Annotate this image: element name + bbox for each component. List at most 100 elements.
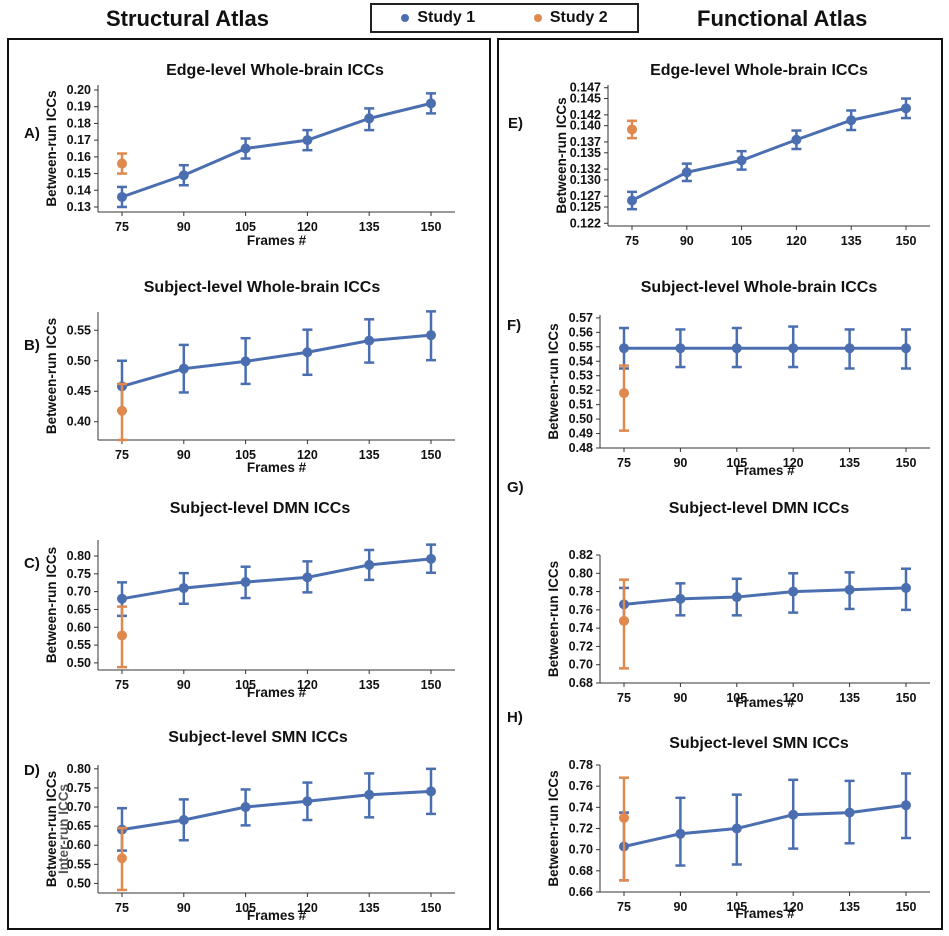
- data-point-study-1-g: [675, 593, 686, 604]
- y-axis-label-f: Between-run ICCs: [546, 323, 561, 439]
- x-tick-label-c: 105: [235, 678, 256, 692]
- legend-label: Study 1: [417, 9, 476, 26]
- data-point-study-2-h: [619, 812, 629, 823]
- data-point-study-1-a: [240, 143, 251, 154]
- x-axis-label-f: Frames #: [735, 463, 795, 478]
- x-tick-label-d: 120: [297, 901, 318, 915]
- y-tick-label-b: 0.45: [67, 384, 91, 398]
- data-point-study-1-d: [302, 796, 313, 807]
- y-tick-label-h: 0.74: [569, 800, 593, 814]
- y-tick-label-b: 0.50: [67, 354, 91, 368]
- data-point-study-1-a: [178, 170, 189, 181]
- data-point-study-2-e: [627, 124, 637, 135]
- chart-title-b: Subject-level Whole-brain ICCs: [144, 279, 381, 296]
- data-point-study-1-h: [675, 828, 686, 839]
- y-axis-label-c: Between-run ICCs: [44, 547, 59, 663]
- series-line-study-1-e: [631, 106, 907, 202]
- y-tick-label-h: 0.66: [569, 885, 593, 899]
- y-tick-label-a: 0.18: [67, 116, 91, 130]
- data-point-study-1-f: [731, 343, 742, 354]
- y-tick-label-c: 0.65: [67, 602, 91, 616]
- data-point-study-1-c: [240, 577, 251, 588]
- y-tick-label-a: 0.16: [67, 150, 91, 164]
- data-point-study-1-e: [736, 155, 747, 166]
- y-axis-label-d: Between-run ICCs: [44, 771, 59, 887]
- panel-label-a: A): [24, 125, 40, 142]
- legend-dot-icon: [533, 14, 542, 22]
- data-point-study-1-c: [117, 593, 127, 604]
- data-point-study-1-e: [627, 195, 637, 206]
- panel-label-c: C): [24, 555, 40, 572]
- chart-title-c: Subject-level DMN ICCs: [170, 500, 351, 517]
- x-tick-label-a: 150: [421, 220, 442, 234]
- data-point-study-1-g: [901, 582, 911, 593]
- data-point-study-1-d: [240, 802, 251, 813]
- y-axis-label-e: Between-run ICCs: [554, 97, 569, 213]
- x-tick-label-b: 90: [177, 448, 191, 462]
- data-point-study-1-a: [302, 135, 313, 146]
- data-point-study-1-g: [731, 592, 742, 603]
- series-line-study-1-b: [121, 333, 432, 388]
- y-tick-label-f: 0.52: [569, 383, 593, 397]
- y-tick-label-f: 0.51: [569, 398, 593, 412]
- y-tick-label-e: 0.145: [570, 92, 601, 106]
- data-point-study-1-c: [364, 559, 375, 570]
- chart-title-a: Edge-level Whole-brain ICCs: [166, 62, 384, 79]
- y-tick-label-g: 0.76: [569, 603, 593, 617]
- y-tick-label-h: 0.76: [569, 779, 593, 793]
- data-point-study-2-c: [117, 630, 127, 641]
- y-tick-label-g: 0.74: [569, 621, 593, 635]
- x-tick-label-a: 105: [235, 220, 256, 234]
- panel-label-e: E): [508, 115, 523, 132]
- data-point-study-1-d: [364, 789, 375, 800]
- data-point-study-1-a: [426, 98, 436, 109]
- x-tick-label-f: 120: [783, 456, 804, 470]
- data-point-study-1-h: [731, 823, 742, 834]
- x-tick-label-g: 120: [783, 691, 804, 705]
- data-point-study-1-f: [901, 343, 911, 354]
- legend-item-study-1: Study 1: [401, 9, 475, 27]
- series-line-study-1-a: [121, 101, 432, 199]
- x-tick-label-c: 75: [115, 678, 129, 692]
- x-tick-label-f: 90: [673, 456, 687, 470]
- x-tick-label-h: 105: [726, 900, 747, 914]
- y-tick-label-c: 0.70: [67, 585, 91, 599]
- y-tick-label-e: 0.142: [570, 108, 601, 122]
- x-tick-label-e: 75: [625, 234, 639, 248]
- x-tick-label-e: 150: [896, 234, 917, 248]
- x-tick-label-a: 135: [359, 220, 380, 234]
- data-point-study-1-h: [788, 809, 799, 820]
- x-tick-label-h: 75: [617, 900, 631, 914]
- y-tick-label-b: 0.55: [67, 323, 91, 337]
- x-tick-label-e: 135: [841, 234, 862, 248]
- x-tick-label-a: 120: [297, 220, 318, 234]
- data-point-study-1-c: [178, 583, 189, 594]
- y-tick-label-e: 0.127: [570, 189, 601, 203]
- y-tick-label-e: 0.130: [570, 173, 601, 187]
- y-tick-label-f: 0.53: [569, 369, 593, 383]
- x-axis-label-a: Frames #: [247, 233, 307, 248]
- legend: Study 1 Study 2: [370, 3, 639, 33]
- data-point-study-2-b: [117, 405, 127, 416]
- data-point-study-2-d: [117, 853, 127, 864]
- y-tick-label-c: 0.60: [67, 620, 91, 634]
- x-tick-label-f: 150: [896, 456, 917, 470]
- y-tick-label-c: 0.80: [67, 549, 91, 563]
- x-tick-label-e: 90: [680, 234, 694, 248]
- series-line-study-1-d: [121, 789, 432, 832]
- y-tick-label-f: 0.55: [569, 340, 593, 354]
- legend-item-study-2: Study 2: [533, 9, 608, 27]
- x-tick-label-g: 105: [726, 691, 747, 705]
- y-tick-label-e: 0.125: [570, 200, 601, 214]
- y-tick-label-h: 0.72: [569, 822, 593, 836]
- data-point-study-1-c: [426, 553, 436, 564]
- y-tick-label-f: 0.49: [569, 427, 593, 441]
- data-point-study-1-c: [302, 572, 313, 583]
- y-tick-label-f: 0.56: [569, 325, 593, 339]
- x-tick-label-d: 135: [359, 901, 380, 915]
- x-tick-label-g: 75: [617, 691, 631, 705]
- y-tick-label-a: 0.15: [67, 167, 91, 181]
- x-tick-label-h: 150: [896, 900, 917, 914]
- y-tick-label-e: 0.135: [570, 146, 601, 160]
- y-axis-label-overlay-d: Inter-run ICCs: [56, 784, 71, 874]
